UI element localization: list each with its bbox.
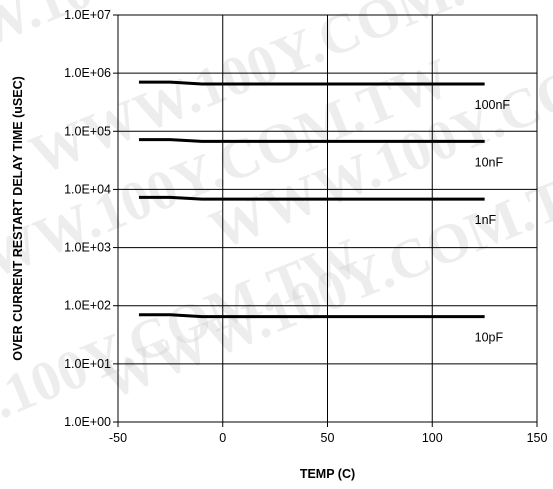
series-line-100nf (138, 80, 485, 86)
series-line-10pf (138, 313, 485, 319)
series-label-10pf: 10pF (475, 331, 504, 345)
y-tick-label: 1.0E+00 (64, 415, 111, 429)
y-tick-label: 1.0E+04 (64, 182, 111, 196)
y-tick-label: 1.0E+01 (64, 357, 111, 371)
x-axis-title: TEMP (C) (300, 467, 355, 481)
series-line-1nf (138, 195, 485, 201)
x-tick-label: 150 (527, 431, 548, 445)
y-axis-title: OVER CURRENT RESTART DELAY TIME (uSEC) (11, 76, 25, 361)
y-tick-label: 1.0E+03 (64, 241, 111, 255)
series-labels: 100nF 10nF 1nF 10pF (475, 98, 511, 345)
x-tick-label: 50 (321, 431, 335, 445)
y-tick-label: 1.0E+06 (64, 66, 111, 80)
series-label-10nf: 10nF (475, 155, 504, 169)
x-tick-label: -50 (109, 431, 127, 445)
y-tick-label: 1.0E+05 (64, 124, 111, 138)
series-label-100nf: 100nF (475, 98, 511, 112)
x-tick-label: 0 (219, 431, 226, 445)
series-line-10nf (138, 138, 485, 143)
series-label-1nf: 1nF (475, 213, 497, 227)
series-lines (138, 80, 485, 319)
x-axis-ticks: -50 0 50 100 150 (109, 422, 548, 445)
y-axis-ticks: 1.0E+00 1.0E+01 1.0E+02 1.0E+03 1.0E+04 1.0E+… (64, 8, 118, 429)
y-tick-label: 1.0E+07 (64, 8, 111, 22)
x-tick-label: 100 (422, 431, 443, 445)
y-tick-label: 1.0E+02 (64, 299, 111, 313)
